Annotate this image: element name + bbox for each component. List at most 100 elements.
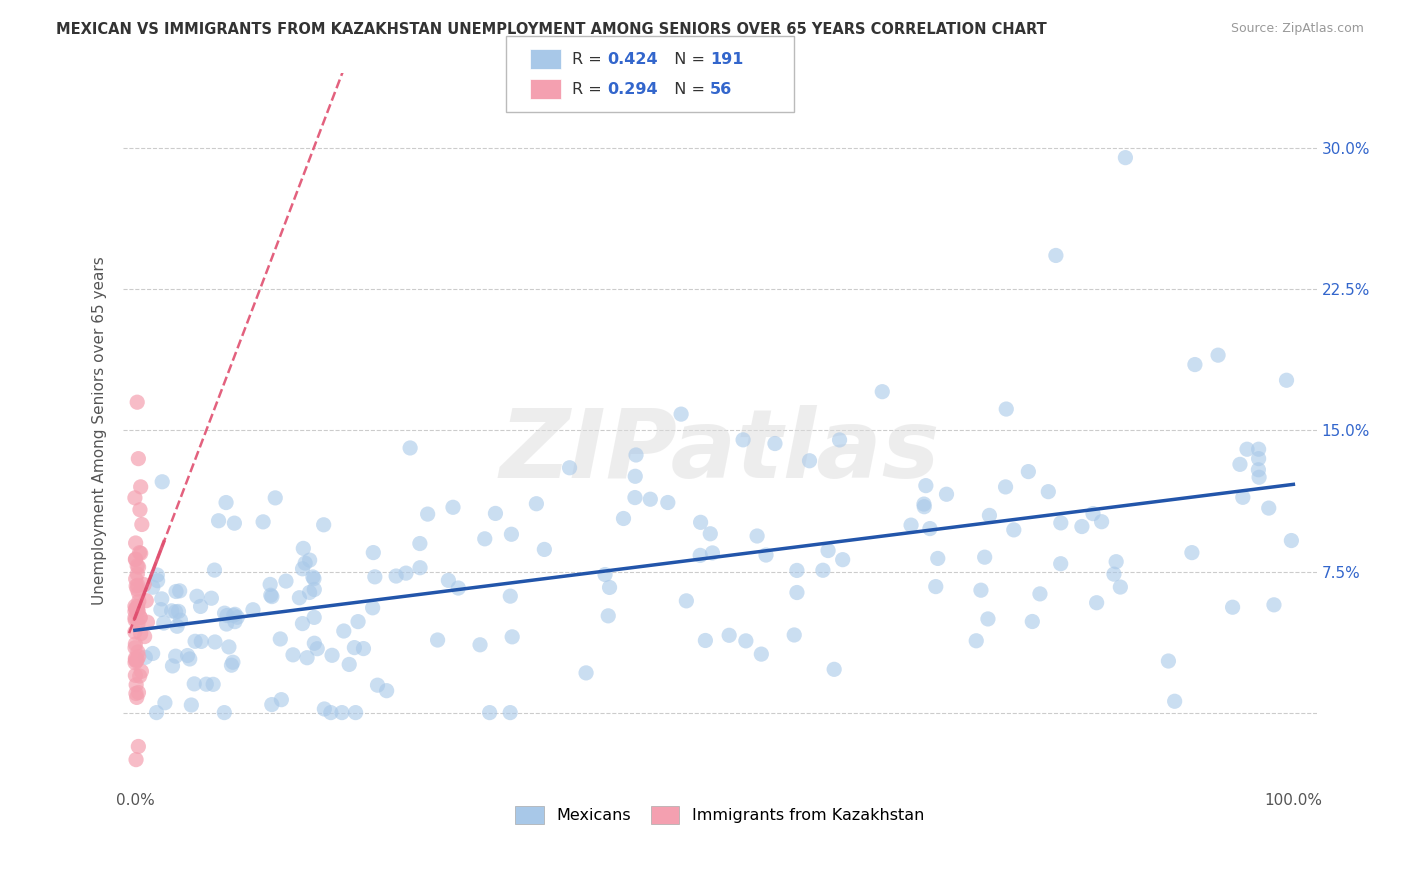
Point — [575, 665, 598, 680]
Point — [125, 602, 148, 616]
Point — [831, 552, 853, 566]
Point — [702, 546, 724, 560]
Point — [260, 590, 283, 604]
Point — [124, 552, 146, 566]
Point — [786, 585, 808, 599]
Point — [127, 602, 149, 616]
Point — [302, 570, 325, 584]
Point — [124, 613, 146, 627]
Point — [124, 599, 146, 614]
Point — [221, 658, 243, 673]
Point — [375, 683, 398, 698]
Point — [125, 654, 148, 668]
Point — [965, 633, 987, 648]
Point — [994, 480, 1017, 494]
Point — [1247, 442, 1270, 457]
Point — [127, 604, 149, 618]
Point — [166, 619, 188, 633]
Point — [468, 638, 491, 652]
Point — [222, 608, 245, 623]
Point — [190, 599, 212, 614]
Point — [124, 536, 146, 550]
Point — [129, 611, 152, 625]
Point — [270, 692, 292, 706]
Point — [128, 560, 150, 574]
Point — [385, 569, 408, 583]
Point — [202, 677, 225, 691]
Point — [593, 567, 616, 582]
Point — [129, 502, 152, 516]
Text: ZIPatlas: ZIPatlas — [499, 405, 941, 499]
Point — [935, 487, 957, 501]
Point — [146, 568, 169, 582]
Point — [169, 613, 191, 627]
Point — [204, 635, 226, 649]
Point — [474, 532, 496, 546]
Point — [395, 566, 418, 581]
Point — [900, 518, 922, 533]
Point — [127, 578, 149, 592]
Point — [689, 549, 711, 563]
Point — [131, 665, 153, 679]
Point — [167, 604, 190, 618]
Point — [995, 402, 1018, 417]
Point — [437, 574, 460, 588]
Text: N =: N = — [664, 82, 710, 96]
Point — [918, 522, 941, 536]
Point — [127, 566, 149, 581]
Point — [763, 436, 786, 450]
Point — [321, 648, 343, 663]
Point — [343, 640, 366, 655]
Point — [1109, 580, 1132, 594]
Point — [150, 475, 173, 489]
Point — [217, 608, 239, 623]
Point — [1091, 515, 1114, 529]
Point — [214, 706, 236, 720]
Point — [215, 495, 238, 509]
Point — [1114, 151, 1136, 165]
Point — [1105, 555, 1128, 569]
Point — [1236, 442, 1258, 457]
Point — [347, 615, 370, 629]
Point — [146, 574, 169, 588]
Point — [128, 586, 150, 600]
Point — [612, 511, 634, 525]
Point — [1247, 463, 1270, 477]
Point — [264, 491, 287, 505]
Point — [281, 648, 304, 662]
Point — [291, 562, 314, 576]
Point — [274, 574, 297, 588]
Point — [1157, 654, 1180, 668]
Point — [599, 581, 621, 595]
Point — [125, 601, 148, 615]
Point — [186, 589, 208, 603]
Point — [295, 650, 318, 665]
Point — [912, 500, 935, 514]
Point — [1263, 598, 1285, 612]
Point — [669, 407, 692, 421]
Point — [363, 545, 385, 559]
Point — [312, 517, 335, 532]
Point — [1021, 615, 1043, 629]
Point — [783, 628, 806, 642]
Point — [344, 706, 367, 720]
Point — [222, 655, 245, 669]
Point — [124, 651, 146, 665]
Text: 0.294: 0.294 — [607, 82, 658, 96]
Point — [337, 657, 360, 672]
Point — [755, 548, 778, 562]
Point — [298, 553, 321, 567]
Point — [260, 698, 283, 712]
Point — [675, 594, 697, 608]
Point — [176, 648, 198, 663]
Point — [624, 448, 647, 462]
Point — [914, 478, 936, 492]
Text: 191: 191 — [710, 52, 744, 67]
Point — [1181, 546, 1204, 560]
Point — [1049, 557, 1071, 571]
Point — [125, 690, 148, 705]
Point — [1279, 533, 1302, 548]
Point — [399, 441, 422, 455]
Point — [823, 662, 845, 676]
Point — [127, 558, 149, 573]
